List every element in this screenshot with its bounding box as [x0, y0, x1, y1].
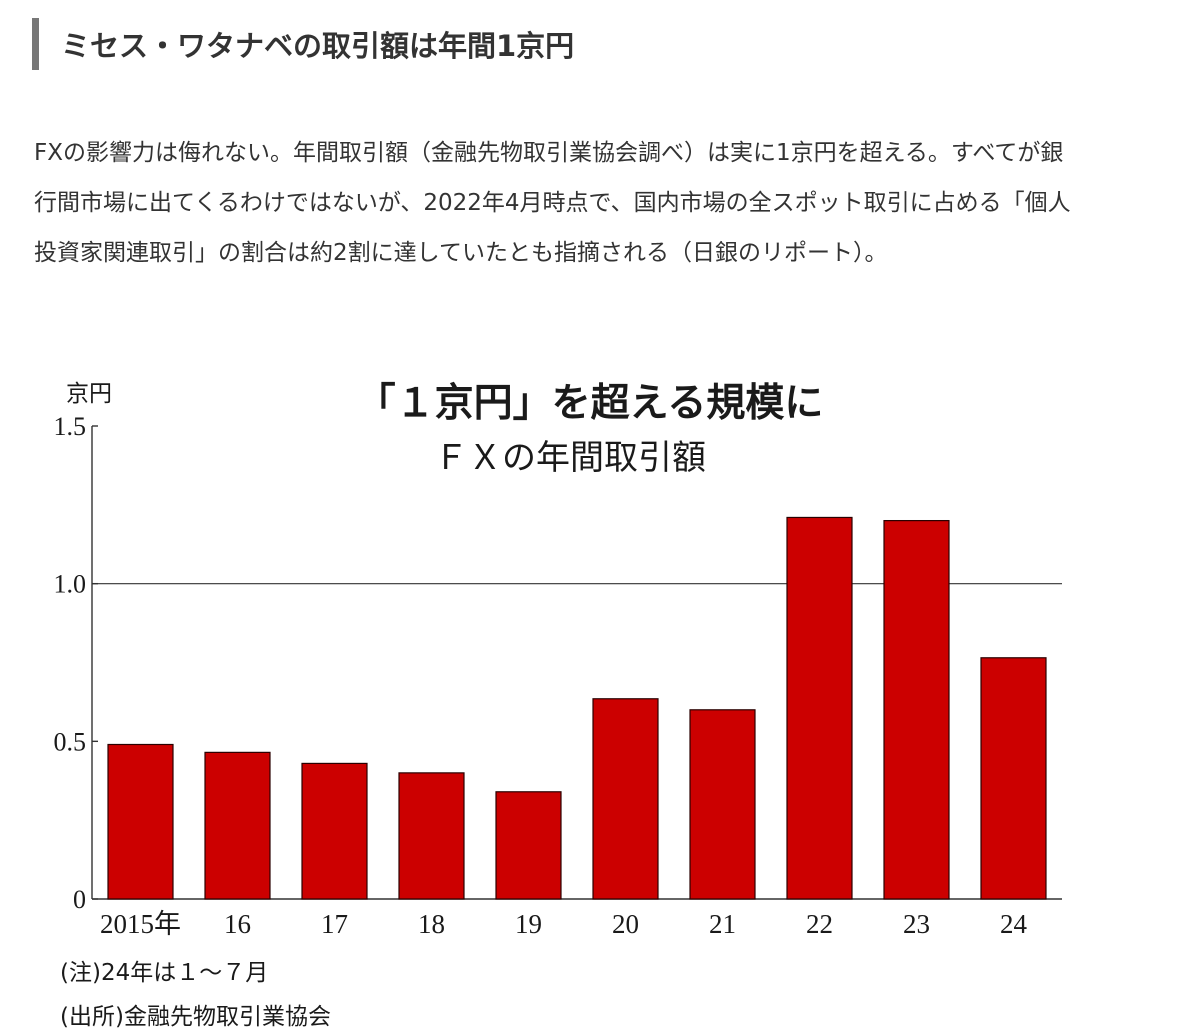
bar [883, 519, 950, 900]
y-tick-label: 0 [73, 885, 86, 914]
x-tick-label: 2015年 [100, 909, 181, 939]
x-tick-label: 20 [612, 909, 639, 939]
bar [495, 791, 562, 900]
section-heading: ミセス・ワタナベの取引額は年間1京円 [32, 18, 1132, 70]
bar [107, 743, 174, 900]
x-tick-label: 17 [321, 909, 348, 939]
bar [980, 657, 1047, 900]
x-tick-label: 22 [806, 909, 833, 939]
y-axis-unit-label: 京円 [66, 381, 112, 407]
y-tick-label: 0.5 [54, 727, 87, 756]
bar [592, 698, 659, 900]
article-paragraph: FXの影響力は侮れない。年間取引額（金融先物取引業協会調べ）は実に1京円を超える… [34, 140, 1071, 266]
y-tick-label: 1.5 [54, 412, 87, 441]
x-tick-label: 16 [224, 909, 251, 939]
chart-subtitle: ＦＸの年間取引額 [434, 438, 706, 478]
x-tick-label: 24 [1000, 909, 1028, 939]
bar [786, 516, 853, 900]
x-tick-label: 21 [709, 909, 736, 939]
bar [398, 772, 465, 900]
bar [204, 751, 271, 900]
chart-note: (注)24年は１～７月 [60, 960, 269, 986]
x-tick-label: 23 [903, 909, 930, 939]
chart-source: (出所)金融先物取引業協会 [60, 1004, 331, 1030]
bar [689, 709, 756, 900]
bar [301, 762, 368, 900]
chart-title: 「１京円」を超える規模に [356, 381, 824, 426]
y-tick-label: 1.0 [54, 570, 87, 599]
x-tick-label: 19 [515, 909, 542, 939]
x-tick-label: 18 [418, 909, 445, 939]
